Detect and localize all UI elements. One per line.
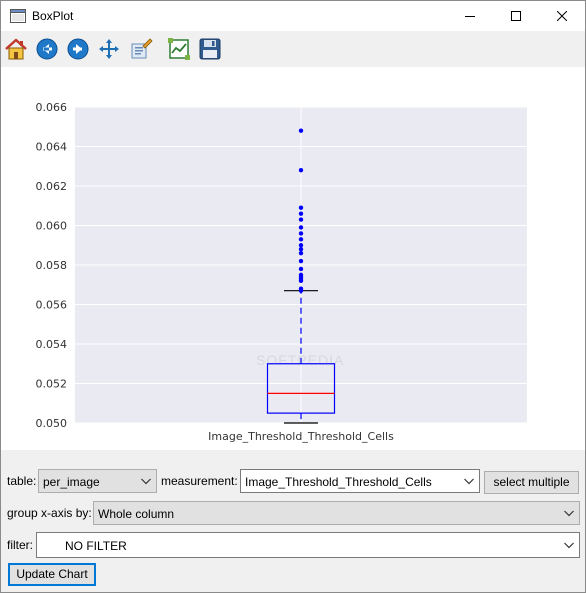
update-chart-button[interactable]: Update Chart [8, 563, 96, 586]
outlier-point [298, 231, 304, 236]
filter-value: NO FILTER [65, 539, 127, 553]
y-tick-label: 0.050 [36, 417, 68, 430]
outlier-point [298, 128, 304, 133]
table-label: table: [7, 474, 37, 488]
y-tick-label: 0.066 [36, 101, 68, 114]
box-marks [266, 128, 336, 424]
y-tick-label: 0.054 [36, 338, 68, 351]
title-bar: BoxPlot [1, 1, 585, 31]
zoom-icon [131, 38, 153, 59]
box-iqr [266, 363, 336, 414]
back-button[interactable] [34, 36, 60, 62]
outlier-point [298, 247, 304, 252]
back-icon [36, 38, 58, 60]
zoom-button[interactable] [128, 36, 154, 62]
measurement-select[interactable]: Image_Threshold_Threshold_Cells [240, 469, 480, 493]
measurement-value: Image_Threshold_Threshold_Cells [245, 475, 432, 489]
home-button[interactable] [3, 36, 29, 62]
maximize-button[interactable] [493, 1, 539, 31]
outlier-point [298, 168, 304, 173]
pan-button[interactable] [96, 36, 122, 62]
outlier-point [298, 211, 304, 216]
y-tick-label: 0.058 [36, 259, 68, 272]
filter-label: filter: [7, 538, 34, 552]
y-tick-labels: 0.050 0.052 0.054 0.056 0.058 0.060 0.062 0.064… [36, 101, 68, 430]
outlier-point [298, 266, 304, 272]
app-icon [10, 9, 26, 23]
forward-button[interactable] [65, 36, 91, 62]
x-tick-label: Image_Threshold_Threshold_Cells [208, 430, 394, 443]
window-title: BoxPlot [32, 9, 74, 23]
chevron-down-icon [141, 478, 151, 485]
group-select[interactable]: Whole column [93, 501, 580, 525]
outlier-point [298, 237, 304, 242]
plot-area: 0.050 0.052 0.054 0.056 0.058 0.060 0.062 0.064… [1, 67, 585, 450]
pan-icon [99, 39, 119, 59]
watermark: SOFTPEDIA [256, 352, 345, 368]
chevron-down-icon [464, 478, 474, 485]
controls-panel: table: per_image measurement: Image_Thre… [1, 450, 585, 592]
filter-select[interactable]: NO FILTER [36, 532, 580, 558]
forward-icon [67, 38, 89, 60]
save-icon [199, 38, 221, 60]
outlier-point [298, 205, 304, 210]
select-multiple-button[interactable]: select multiple [484, 471, 579, 494]
minimize-button[interactable] [447, 1, 493, 31]
outlier-point [298, 225, 304, 230]
outlier-point [298, 278, 304, 283]
minimize-icon [465, 16, 475, 17]
table-select[interactable]: per_image [38, 469, 157, 493]
outlier-point [298, 258, 304, 264]
chevron-down-icon [564, 510, 574, 517]
navigation-toolbar [1, 31, 585, 67]
group-value: Whole column [98, 507, 175, 521]
close-button[interactable] [539, 1, 585, 31]
outlier-point [298, 243, 304, 248]
measurement-label: measurement: [161, 474, 238, 488]
y-tick-label: 0.056 [36, 299, 68, 312]
save-button[interactable] [197, 36, 223, 62]
subplots-button[interactable] [166, 36, 192, 62]
group-label: group x-axis by: [7, 506, 92, 520]
home-icon [5, 38, 27, 60]
y-tick-label: 0.062 [36, 180, 68, 193]
close-icon [557, 11, 567, 21]
outlier-point [298, 250, 304, 256]
boxplot-chart: 0.050 0.052 0.054 0.056 0.058 0.060 0.062 0.064… [36, 101, 527, 443]
table-value: per_image [43, 475, 100, 489]
y-tick-label: 0.052 [36, 378, 68, 391]
y-tick-label: 0.060 [36, 220, 68, 233]
outlier-point [298, 288, 304, 293]
maximize-icon [511, 11, 521, 21]
y-tick-label: 0.064 [36, 141, 68, 154]
chevron-down-icon [564, 542, 574, 549]
subplots-icon [168, 38, 190, 60]
outlier-point [298, 217, 304, 222]
